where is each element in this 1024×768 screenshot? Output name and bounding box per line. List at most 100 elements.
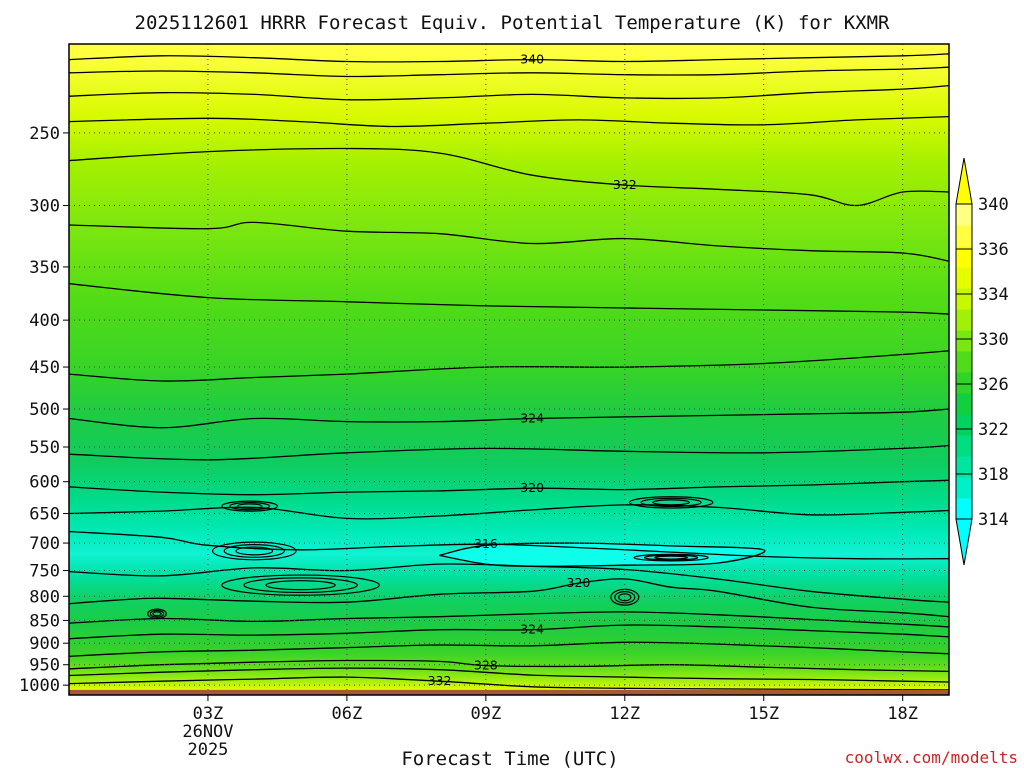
x-date-label: 2025 [187, 740, 228, 760]
colorbar-segment [956, 498, 972, 520]
colorbar-segment [956, 456, 972, 478]
closed-contour-320 [149, 609, 165, 618]
closed-contour-320 [243, 577, 358, 594]
contour-label-324: 324 [520, 410, 544, 425]
y-tick-label: 700 [29, 534, 60, 554]
colorbar-segment [956, 267, 972, 289]
closed-contour-318 [229, 501, 271, 511]
y-tick-label: 850 [29, 611, 60, 631]
y-tick-label: 950 [29, 656, 60, 676]
x-tick-label: 09Z [470, 704, 501, 724]
x-tick-label: 03Z [193, 704, 224, 724]
colorbar: 314 318 322 326 330 334 336 340 [955, 157, 1009, 566]
contour-line-340 [69, 53, 949, 63]
contour-label-320: 320 [567, 575, 591, 590]
y-tick-label: 800 [29, 587, 60, 607]
closed-contour-318 [633, 553, 709, 562]
colorbar-label: 336 [978, 240, 1009, 260]
closed-contour-318 [236, 503, 263, 509]
closed-contour-318 [628, 496, 714, 509]
colorbar-segment [956, 330, 972, 352]
contour-line-328 [69, 283, 949, 315]
closed-contour-320 [265, 580, 336, 591]
colorbar-segment [956, 351, 972, 373]
closed-contour-318 [221, 500, 279, 512]
x-tick-label: 18Z [887, 704, 918, 724]
colorbar-segment [956, 225, 972, 247]
colorbar-top-arrow [955, 157, 973, 205]
contour-label-328: 328 [474, 658, 498, 673]
contour-label-332: 332 [428, 673, 452, 688]
plot-frame [68, 43, 950, 696]
colorbar-segment [956, 477, 972, 499]
colorbar-label: 326 [978, 375, 1009, 395]
x-axis-label: Forecast Time (UTC) [401, 748, 618, 768]
contour-line-322 [69, 444, 949, 461]
contour-line-320 [69, 479, 949, 496]
y-tick-label: 1000 [19, 676, 60, 696]
colorbar-segment [956, 435, 972, 457]
contour-line-320 [69, 578, 949, 618]
contour-label-316: 316 [474, 536, 498, 551]
contour-line-328 [69, 659, 949, 673]
closed-contour-318 [211, 541, 297, 561]
contour-line-322 [69, 611, 949, 628]
contour-line-326 [69, 641, 949, 657]
chart-title: 2025112601 HRRR Forecast Equiv. Potentia… [135, 12, 891, 34]
y-tick-label: 350 [29, 258, 60, 278]
colorbar-label: 340 [978, 195, 1009, 215]
closed-contour-318 [235, 546, 274, 556]
closed-contour-318 [640, 497, 702, 508]
x-tick-label: 15Z [748, 704, 779, 724]
x-tick-label: 12Z [609, 704, 640, 724]
contour-label-340: 340 [520, 52, 544, 67]
ground-fill [69, 689, 949, 695]
closed-contour-320 [221, 574, 380, 596]
y-tick-label: 400 [29, 311, 60, 331]
closed-contour-318 [654, 555, 689, 560]
contour-line-318 [69, 563, 949, 603]
y-tick-label: 650 [29, 505, 60, 525]
contour-line-324 [69, 624, 949, 640]
y-tick-label: 900 [29, 634, 60, 654]
x-date-label: 26NOV [182, 722, 233, 742]
closed-contour-318 [223, 544, 285, 558]
contour-line-324 [69, 408, 949, 429]
y-tick-label: 450 [29, 358, 60, 378]
colorbar-label: 334 [978, 285, 1009, 305]
colorbar-label: 322 [978, 420, 1009, 440]
closed-contour-318 [643, 554, 699, 561]
contour-line-336 [69, 84, 949, 101]
colorbar-segment [956, 393, 972, 415]
colorbar-label: 314 [978, 510, 1009, 530]
contour-line-334 [69, 115, 949, 128]
colorbar-segment [956, 414, 972, 436]
colorbar-label: 318 [978, 465, 1009, 485]
closed-contour-320 [152, 611, 162, 617]
closed-contour-322 [618, 593, 632, 602]
y-tick-label: 300 [29, 197, 60, 217]
contour-line-330 [69, 221, 949, 262]
y-axis: 250 300 350 400 450 500 550 600 650 700 750 800 850 9… [19, 124, 69, 696]
y-tick-label: 550 [29, 438, 60, 458]
colorbar-segment [956, 246, 972, 268]
closed-contour-318 [652, 499, 691, 506]
closed-contour-320 [147, 608, 167, 620]
y-tick-label: 250 [29, 124, 60, 144]
contour-line-338 [69, 66, 949, 78]
y-tick-label: 600 [29, 473, 60, 493]
contour-label-320: 320 [520, 480, 544, 495]
y-tick-label: 500 [29, 400, 60, 420]
colorbar-segment [956, 288, 972, 310]
colorbar-segment [956, 372, 972, 394]
credit-text: coolwx.com/modelts [845, 748, 1018, 767]
contour-line-330 [69, 667, 949, 683]
x-tick-label: 06Z [332, 704, 363, 724]
y-tick-label: 750 [29, 562, 60, 582]
colorbar-label: 330 [978, 330, 1009, 350]
contour-line-332 [69, 147, 949, 207]
colorbar-bottom-arrow [955, 518, 973, 566]
